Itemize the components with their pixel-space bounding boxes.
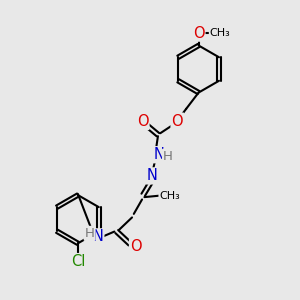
Text: N: N <box>147 168 158 183</box>
Text: O: O <box>172 114 183 129</box>
Text: H: H <box>85 227 94 240</box>
Text: CH₃: CH₃ <box>159 190 180 201</box>
Text: CH₃: CH₃ <box>210 28 230 38</box>
Text: O: O <box>193 26 204 40</box>
Text: O: O <box>130 239 142 254</box>
Text: H: H <box>163 150 173 163</box>
Text: N: N <box>92 230 103 244</box>
Text: N: N <box>154 147 165 162</box>
Text: O: O <box>137 114 148 129</box>
Text: Cl: Cl <box>71 254 85 269</box>
